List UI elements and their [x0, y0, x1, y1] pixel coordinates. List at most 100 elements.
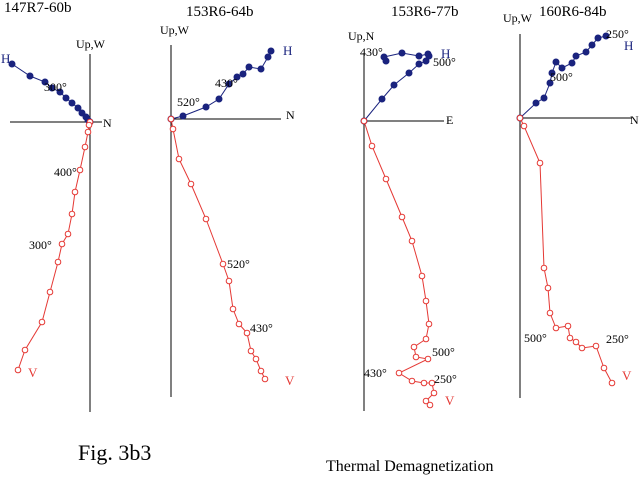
series-V-label: V — [28, 365, 38, 380]
series-H-point — [56, 88, 64, 96]
series-V-point — [54, 258, 62, 266]
series-V-point — [398, 213, 406, 221]
vertical-axis-label: Up,W — [76, 37, 106, 51]
series-H-point — [532, 99, 540, 107]
series-V-point — [566, 334, 574, 342]
series-V-point — [187, 180, 195, 188]
series-V-point — [68, 210, 76, 218]
series-H-point — [233, 73, 241, 81]
temperature-annotation: 430° — [364, 366, 387, 380]
figure-subtitle: Thermal Demagnetization — [326, 458, 493, 475]
series-H-point — [41, 78, 49, 86]
series-H-point — [588, 41, 596, 49]
temperature-annotation: 500° — [432, 345, 455, 359]
series-V-point — [520, 122, 528, 130]
series-V-point — [600, 364, 608, 372]
series-V-point — [261, 375, 269, 383]
series-H-point — [558, 64, 566, 72]
series-V-point — [408, 377, 416, 385]
series-V-point — [76, 166, 84, 174]
series-H-point — [8, 60, 16, 68]
series-V-point — [229, 305, 237, 313]
panel-1: 153R6-64b Up,W N H V 520° 430° 520° 430° — [160, 4, 295, 397]
series-V-point — [247, 347, 255, 355]
series-H-label: H — [441, 46, 450, 61]
series-V-point — [536, 159, 544, 167]
panel-title: 153R6-77b — [391, 4, 459, 20]
series-H-label: H — [624, 38, 633, 53]
series-H-point — [602, 32, 610, 40]
temperature-annotation: 520° — [177, 95, 200, 109]
series-H-point — [398, 49, 406, 57]
series-H-point — [179, 112, 187, 120]
series-V-point — [219, 260, 227, 268]
series-H-point — [264, 53, 272, 61]
series-V-point — [546, 309, 554, 317]
series-H-point — [245, 63, 253, 71]
series-V-point — [540, 264, 548, 272]
series-V-point — [592, 342, 600, 350]
panel-title: 147R7-60b — [4, 0, 72, 16]
series-V-point — [425, 320, 433, 328]
series-H-point — [424, 50, 432, 58]
series-H-point — [415, 60, 423, 68]
series-H-point — [572, 52, 580, 60]
series-H-point — [382, 57, 390, 65]
horizontal-axis-label: N — [630, 113, 639, 127]
series-V-point — [578, 344, 586, 352]
series-V-label: V — [285, 373, 295, 388]
temperature-annotation: 500° — [433, 55, 456, 69]
series-H-point — [390, 81, 398, 89]
temperature-annotation: 250° — [606, 332, 629, 346]
temperature-annotation: 430° — [215, 76, 238, 90]
temperature-annotation: 300° — [44, 80, 67, 94]
series-V-point — [395, 369, 403, 377]
series-H-point — [582, 48, 590, 56]
series-V-point — [422, 397, 430, 405]
series-H-point — [415, 52, 423, 60]
series-H-point — [568, 59, 576, 67]
series-H-point — [62, 94, 70, 102]
series-H-point — [78, 109, 86, 117]
series-V-label: V — [445, 393, 455, 408]
panel-0: 147R7-60b Up,W N H V 300° 400° 300° — [1, 0, 112, 412]
series-V-label: V — [622, 368, 632, 383]
panel-3: 160R6-84b Up,W N H V 500° 250° 500° 250° — [503, 4, 639, 398]
series-V-point — [422, 335, 430, 343]
series-V-point — [252, 355, 260, 363]
series-H-point — [540, 94, 548, 102]
series-V-point — [428, 379, 436, 387]
series-V-point — [564, 322, 572, 330]
series-V-point — [58, 240, 66, 248]
series-V-point — [243, 329, 251, 337]
series-V-point — [257, 367, 265, 375]
series-H-point — [594, 34, 602, 42]
series-V-point — [64, 230, 72, 238]
series-V-point — [412, 353, 420, 361]
horizontal-axis-label: N — [286, 108, 295, 122]
series-V-point — [85, 121, 93, 129]
series-V-point — [608, 379, 616, 387]
series-V-point — [21, 346, 29, 354]
series-V-point — [38, 318, 46, 326]
series-H-point — [225, 80, 233, 88]
series-H-point — [267, 47, 275, 55]
horizontal-axis-label: N — [103, 116, 112, 130]
series-V-point — [46, 288, 54, 296]
panel-2: 153R6-77b Up,N E H V 430° 500° 500° 430° 250° — [348, 4, 459, 411]
series-V-point — [368, 142, 376, 150]
temperature-annotation: 430° — [250, 321, 273, 335]
series-H-point — [548, 69, 556, 77]
panel-title: 153R6-64b — [186, 4, 254, 20]
series-V-point — [410, 343, 418, 351]
series-V-point — [422, 297, 430, 305]
series-V-point — [71, 188, 79, 196]
temperature-annotation: 500° — [550, 70, 573, 84]
series-V-point — [235, 320, 243, 328]
series-H-point — [48, 84, 56, 92]
series-V-point — [424, 355, 432, 363]
series-H-label: H — [1, 51, 10, 66]
panel-title: 160R6-84b — [539, 4, 607, 20]
temperature-annotation: 250° — [606, 27, 629, 41]
vertical-axis-label: Up,W — [160, 23, 190, 37]
